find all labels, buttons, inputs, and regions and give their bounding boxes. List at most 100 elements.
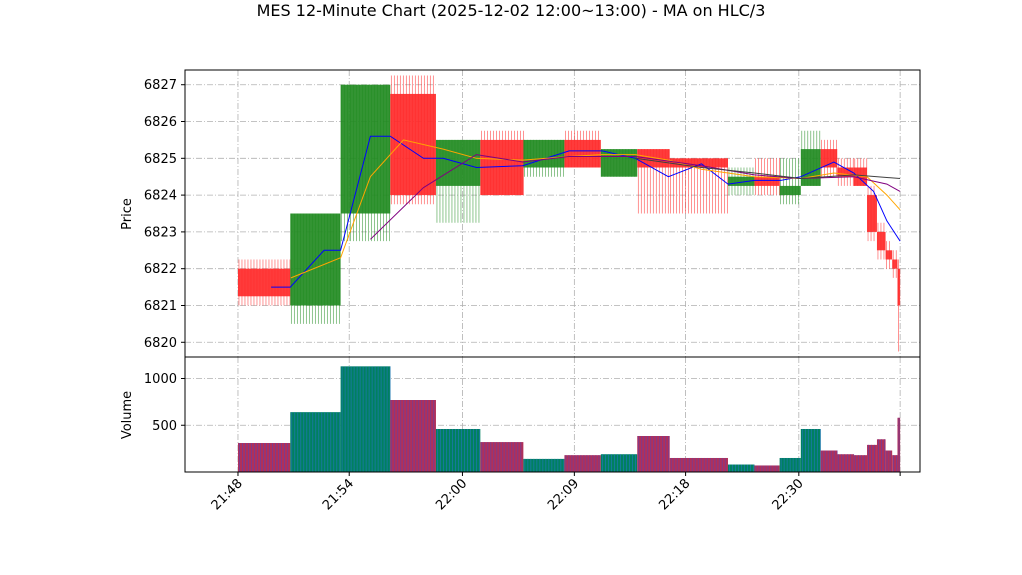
volume-bar: [779, 457, 801, 472]
ohlc-bar: [876, 222, 886, 260]
volume-bar-body: [837, 454, 854, 472]
price-y-tick-label: 6821: [144, 299, 177, 314]
volume-bar-body: [800, 428, 821, 472]
volume-bar-body: [600, 454, 638, 472]
volume-bar: [480, 442, 524, 472]
volume-y-ticks: 500 1000: [144, 372, 185, 434]
x-tick-label: 22:18: [656, 476, 693, 513]
ohlc-bar: [897, 259, 901, 352]
volume-bar-body: [892, 455, 898, 472]
ohlc-body: [837, 167, 854, 177]
price-axis-label: Price: [120, 198, 135, 230]
ohlc-body: [600, 149, 638, 177]
volume-bar-body: [853, 455, 868, 472]
ohlc-body: [800, 149, 821, 186]
x-tick-label: 22:30: [770, 476, 807, 513]
ohlc-bar: [435, 139, 481, 223]
x-tick-label: 22:09: [545, 476, 582, 513]
volume-bar: [600, 454, 638, 472]
moving-average-line: [370, 154, 901, 240]
moving-average-line: [635, 157, 901, 180]
volume-bar: [876, 439, 886, 472]
volume-bar-body: [564, 455, 601, 472]
ohlc-bar: [390, 75, 436, 205]
x-tick-label: 21:48: [209, 476, 246, 513]
ohlc-body: [892, 259, 898, 269]
ohlc-bar: [600, 149, 638, 177]
volume-bar-body: [340, 366, 391, 472]
ohlc-body: [237, 268, 291, 297]
ohlc-bar: [237, 259, 291, 306]
volume-bar: [523, 458, 565, 472]
ohlc-bar: [853, 158, 868, 186]
moving-average-lines: [271, 135, 901, 288]
volume-bar: [800, 428, 821, 472]
ohlc-body: [669, 158, 728, 168]
price-y-tick-label: 6824: [144, 189, 177, 204]
ohlc-body: [867, 195, 877, 232]
ohlc-bar: [564, 130, 601, 168]
volume-y-tick-label: 1000: [144, 372, 177, 387]
ohlc-body: [853, 167, 868, 186]
volume-bars: [237, 366, 901, 472]
volume-bar: [290, 412, 341, 472]
price-y-tick-label: 6820: [144, 336, 177, 351]
x-tick-label: 22:00: [433, 476, 470, 513]
volume-bar: [727, 464, 755, 472]
volume-bar: [754, 465, 780, 472]
price-y-ticks: 6820 6821 6822 6823 6824 6825 6826 6827: [144, 78, 185, 351]
price-y-tick-label: 6822: [144, 262, 177, 277]
volume-bar-body: [523, 458, 565, 472]
ohlc-bar: [669, 158, 729, 214]
volume-bar-body: [885, 450, 893, 472]
volume-bar: [237, 443, 291, 472]
ohlc-body: [820, 149, 838, 168]
volume-bar: [885, 450, 893, 472]
price-bars: [237, 75, 901, 352]
ohlc-body: [564, 139, 601, 168]
ohlc-bar: [523, 139, 565, 177]
volume-panel-frame: [184, 356, 921, 473]
volume-bar: [867, 444, 877, 472]
ohlc-bar: [820, 139, 838, 177]
price-y-tick-label: 6825: [144, 152, 177, 167]
volume-y-tick-label: 500: [152, 419, 177, 434]
price-y-tick-label: 6826: [144, 115, 177, 130]
price-panel: 6820 6821 6822 6823 6824 6825 6826 6827 Price: [120, 69, 921, 358]
ohlc-body: [754, 176, 780, 186]
x-axis-ticks: 21:48 21:54 22:00 22:09 22:18 22:30: [209, 472, 901, 513]
ohlc-bar: [779, 158, 801, 205]
volume-bar: [435, 428, 481, 472]
ohlc-body: [876, 231, 886, 251]
volume-bar-body: [867, 444, 877, 472]
ohlc-body: [885, 250, 893, 260]
ohlc-body: [390, 93, 436, 196]
volume-bar: [340, 366, 391, 472]
volume-bar: [390, 400, 436, 472]
ohlc-bar: [892, 250, 898, 278]
volume-bar: [837, 454, 855, 472]
ohlc-bar: [290, 213, 341, 324]
volume-bar: [897, 417, 901, 472]
price-y-tick-label: 6827: [144, 78, 177, 93]
volume-bar: [892, 455, 898, 472]
ohlc-body: [340, 84, 391, 214]
volume-bar: [564, 455, 601, 472]
volume-bar: [637, 436, 670, 472]
ohlc-bar: [340, 84, 391, 242]
volume-bar-body: [480, 442, 524, 472]
volume-bar: [820, 450, 838, 472]
volume-bar-body: [754, 465, 780, 472]
volume-bar-body: [820, 450, 838, 472]
x-tick-label: 21:54: [320, 476, 357, 513]
volume-grid: [185, 357, 920, 472]
ohlc-body: [637, 149, 670, 168]
volume-axis-label: Volume: [120, 391, 135, 439]
volume-bar: [853, 455, 868, 472]
price-y-tick-label: 6823: [144, 225, 177, 240]
ohlc-bar: [480, 130, 524, 196]
ohlc-body: [779, 185, 801, 196]
ohlc-bar: [867, 185, 877, 242]
volume-bar: [669, 457, 728, 472]
